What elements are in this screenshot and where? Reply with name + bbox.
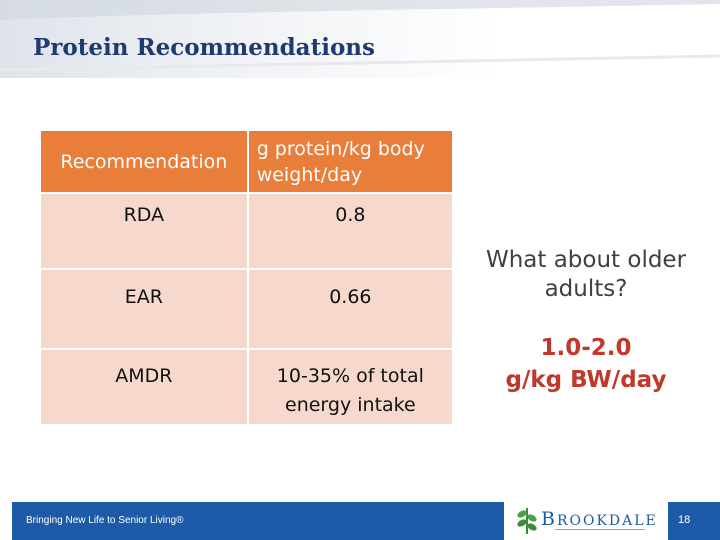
logo-underline: [555, 529, 645, 533]
older-adults-question-line1: What about older: [485, 247, 687, 273]
page-number: 18: [678, 514, 691, 526]
older-adults-answer-line1: 1.0-2.0: [540, 335, 632, 361]
header-protein-unit: g protein/kg body weight/day: [247, 131, 455, 194]
row-value-rda: 0.8: [247, 193, 455, 270]
older-adults-question-line2: adults?: [544, 276, 628, 302]
table-row: RDA 0.8: [41, 193, 455, 270]
header-protein-unit-line1: g protein/kg body: [256, 137, 425, 160]
header-protein-unit-line2: weight/day: [256, 163, 363, 186]
slide-title: Protein Recommendations: [33, 34, 375, 61]
row-label-amdr: AMDR: [41, 349, 249, 426]
header-brush-stroke: [0, 0, 720, 72]
row-value-amdr: 10-35% of total energy intake: [247, 349, 455, 426]
leaf-logo-icon: [517, 508, 537, 535]
logo-wordmark: BROOKDALE: [541, 508, 658, 530]
row-label-rda: RDA: [41, 193, 249, 270]
older-adults-answer-line2: g/kg BW/day: [505, 367, 667, 393]
row-value-amdr-line1: 10-35% of total: [276, 365, 424, 387]
row-label-ear: EAR: [41, 269, 249, 350]
logo-rest: ROOKDALE: [556, 513, 658, 529]
header-recommendation: Recommendation: [41, 131, 249, 194]
recommendation-table: Recommendation g protein/kg body weight/…: [41, 131, 455, 426]
older-adults-answer: 1.0-2.0 g/kg BW/day: [470, 332, 702, 396]
row-value-ear: 0.66: [247, 269, 455, 350]
table-header-row: Recommendation g protein/kg body weight/…: [41, 131, 455, 194]
logo-initial: B: [541, 508, 557, 530]
older-adults-question: What about older adults?: [470, 246, 702, 304]
footer-tagline: Bringing New Life to Senior Living®: [26, 515, 184, 526]
row-value-amdr-line2: energy intake: [285, 394, 416, 416]
table-row: EAR 0.66: [41, 269, 455, 350]
table-row: AMDR 10-35% of total energy intake: [41, 349, 455, 426]
